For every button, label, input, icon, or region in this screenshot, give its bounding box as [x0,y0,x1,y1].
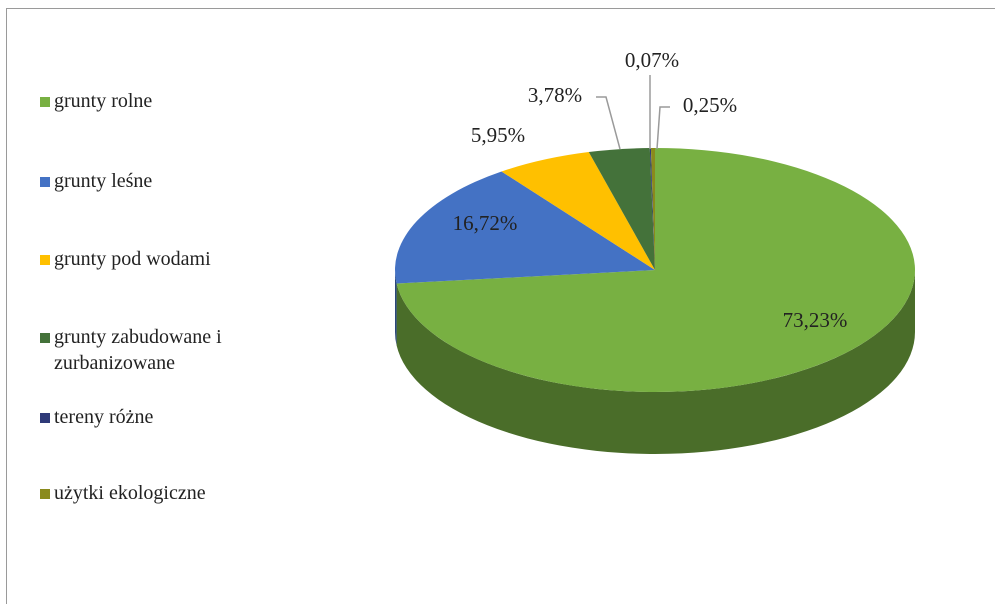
legend-swatch [40,333,50,343]
legend-label: tereny różne [54,406,154,428]
pie-side [396,270,915,455]
data-label: 5,95% [471,123,525,147]
leader-line [656,106,670,150]
legend-item: grunty zabudowane i zurbanizowane [40,324,314,376]
pie-slice [588,148,655,270]
legend-swatch [40,413,50,423]
legend-item: grunty leśne [40,168,314,194]
pie-slice [396,148,915,392]
legend-swatch [40,255,50,265]
legend-swatch [40,489,50,499]
legend-label: grunty zabudowane i zurbanizowane [54,326,222,374]
chart-frame [6,8,995,604]
legend-label: grunty pod wodami [54,248,211,270]
pie-slice [395,171,655,284]
data-label: 16,72% [453,211,518,235]
data-label: 0,25% [683,93,737,117]
legend-label: grunty rolne [54,90,153,112]
legend-item: grunty rolne [40,88,314,114]
legend-label: grunty leśne [54,170,153,192]
legend-swatch [40,177,50,187]
pie-slice [650,148,655,270]
pie-slice [501,152,655,270]
pie-slice [649,148,655,270]
data-label: 0,07% [625,48,679,72]
legend-item: użytki ekologiczne [40,480,314,506]
legend-swatch [40,97,50,107]
data-label: 3,78% [528,83,582,107]
leader-line [596,96,621,150]
pie-side [395,270,397,346]
legend-label: użytki ekologiczne [54,482,206,504]
legend-item: tereny różne [40,404,314,430]
data-label: 73,23% [783,308,848,332]
legend-item: grunty pod wodami [40,246,314,272]
